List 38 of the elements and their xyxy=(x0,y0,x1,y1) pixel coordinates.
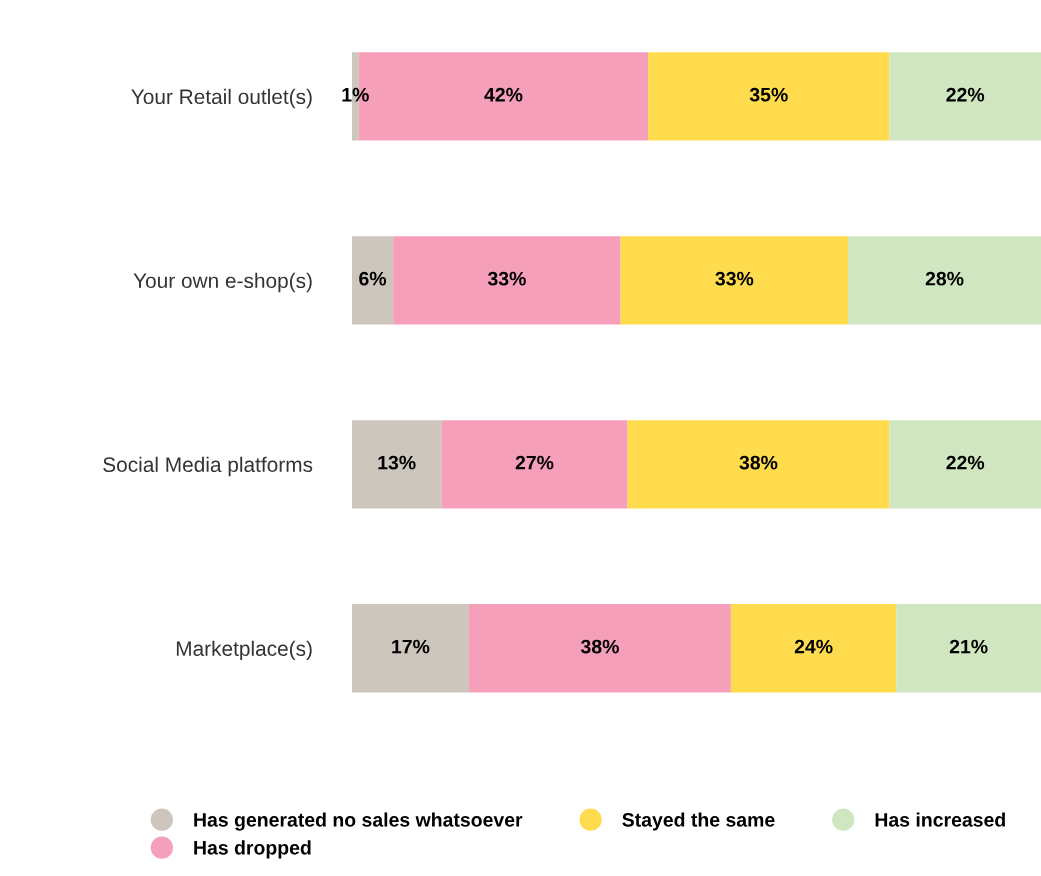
y-tick-label: Your Retail outlet(s) xyxy=(131,88,312,109)
bar xyxy=(889,420,1041,509)
legend-label: Stayed the same xyxy=(622,812,775,831)
bar xyxy=(627,420,890,509)
data-label: 13% xyxy=(378,455,416,470)
bar xyxy=(848,236,1041,325)
data-label: 24% xyxy=(794,639,833,654)
data-label: 27% xyxy=(515,455,554,470)
data-label: 21% xyxy=(949,639,988,654)
bar xyxy=(351,236,394,325)
data-label: 22% xyxy=(946,87,985,102)
y-tick-label: Social Media platforms xyxy=(103,456,313,477)
data-label: 42% xyxy=(484,87,523,102)
y-tick-label: Your own e-shop(s) xyxy=(133,272,312,293)
bar xyxy=(889,52,1041,141)
legend-label: Has dropped xyxy=(194,840,311,859)
bar xyxy=(393,236,621,325)
bar xyxy=(896,604,1041,693)
data-label: 33% xyxy=(715,271,754,286)
data-label: 33% xyxy=(487,271,526,286)
bar xyxy=(441,420,628,509)
bar xyxy=(730,604,897,693)
bar xyxy=(469,604,731,693)
data-label: 38% xyxy=(580,639,619,654)
data-label: 17% xyxy=(392,639,430,654)
legend-label: Has generated no sales whatsoever xyxy=(194,812,523,831)
data-label: 28% xyxy=(925,271,964,286)
data-label: 6% xyxy=(359,271,387,286)
y-tick-label: Marketplace(s) xyxy=(176,640,312,661)
data-label: 22% xyxy=(946,455,985,470)
bar xyxy=(620,236,849,325)
data-label: 35% xyxy=(749,87,788,102)
bar xyxy=(648,52,890,141)
bar xyxy=(351,420,442,509)
legend-label: Has increased xyxy=(875,812,1005,827)
bar xyxy=(351,604,470,693)
data-label: 38% xyxy=(739,455,778,470)
data-label: 1% xyxy=(342,87,369,102)
